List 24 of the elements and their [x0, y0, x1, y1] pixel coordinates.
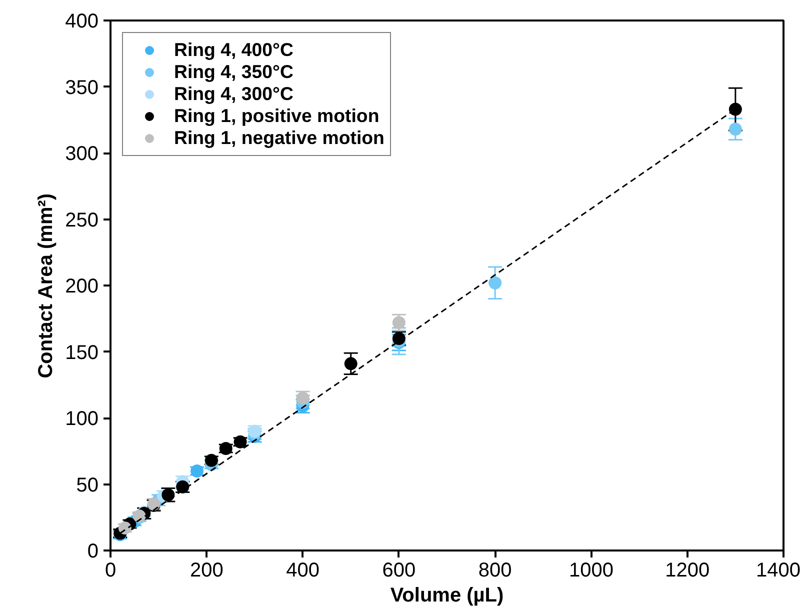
x-tick-label: 800	[478, 560, 512, 582]
y-tick-label: 350	[65, 76, 99, 99]
y-tick-label: 150	[65, 342, 99, 364]
x-tick-label: 1200	[665, 560, 710, 582]
x-tick-label: 0	[104, 560, 116, 582]
legend-label: Ring 4, 300°C	[174, 83, 294, 105]
y-tick-label: 250	[65, 209, 99, 232]
y-tick-label: 400	[65, 10, 99, 32]
legend-label: Ring 4, 350°C	[174, 61, 294, 83]
legend-label: Ring 1, negative motion	[174, 127, 384, 149]
x-tick-label: 600	[382, 560, 416, 582]
x-tick-label: 400	[286, 560, 320, 582]
x-axis-title: Volume (µL)	[390, 584, 504, 606]
legend-label: Ring 4, 400°C	[174, 39, 294, 61]
y-tick-label: 100	[65, 408, 99, 430]
y-tick-label: 200	[65, 276, 99, 298]
x-tick-label: 1000	[568, 560, 614, 582]
x-tick-label: 200	[190, 560, 224, 582]
y-tick-label: 0	[87, 540, 98, 562]
y-tick-label: 50	[76, 474, 99, 496]
legend-label: Ring 1, positive motion	[174, 105, 380, 127]
y-axis-title: Contact Area (mm²)	[35, 193, 58, 378]
y-tick-label: 300	[65, 143, 99, 165]
x-tick-label: 1400	[756, 560, 800, 582]
